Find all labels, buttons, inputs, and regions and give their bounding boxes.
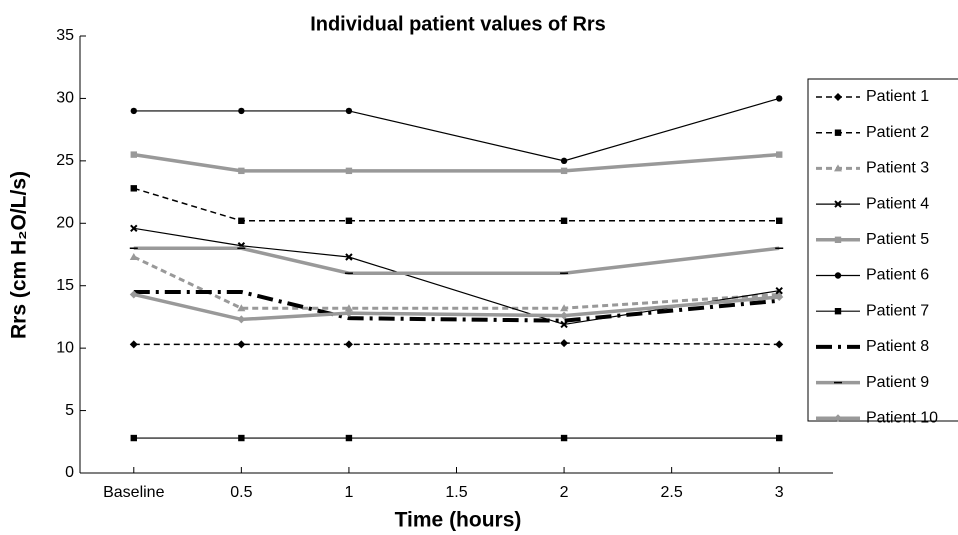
marker [238,107,245,115]
marker [345,167,353,175]
marker [560,311,569,320]
series-line [133,246,780,275]
legend-marker [834,164,842,172]
series-line [133,187,780,222]
x-tick-label: 1 [344,484,353,501]
marker [238,217,245,224]
legend-label: Patient 3 [866,160,929,177]
x-tick-label: Baseline [103,484,164,501]
y-tick-label: 25 [56,152,74,169]
series-line [133,255,780,310]
marker [775,292,784,301]
marker [238,434,245,442]
marker [129,290,138,299]
x-tick-label: 0.5 [230,484,252,501]
marker [560,157,568,165]
legend-label: Patient 5 [866,231,929,248]
y-tick-label: 0 [65,464,74,481]
y-tick-label: 35 [56,27,74,44]
marker [130,185,137,192]
marker [129,252,138,260]
legend-marker [834,272,842,279]
marker [130,107,137,115]
legend-label: Patient 1 [866,88,929,105]
x-axis-title: Time (hours) [395,509,522,532]
marker [345,217,353,224]
marker [560,217,568,224]
legend-label: Patient 7 [866,302,929,319]
marker [776,95,783,102]
legend-label: Patient 4 [866,195,929,212]
marker [560,434,568,442]
marker [237,340,246,349]
marker [130,151,137,158]
legend-label: Patient 9 [866,374,929,391]
marker [130,224,138,232]
x-tick-label: 3 [775,484,784,501]
y-tick-label: 20 [56,215,74,232]
legend-marker [834,308,842,315]
y-tick-label: 15 [56,277,74,294]
chart-title: Individual patient values of Rrs [310,13,606,35]
y-tick-label: 5 [65,402,74,419]
y-axis-title: Rrs (cm H₂O/L/s) [8,171,31,339]
legend-label: Patient 2 [866,124,929,141]
legend-marker [834,414,842,423]
legend-label: Patient 6 [866,267,929,284]
marker [776,434,783,442]
marker [345,434,353,442]
marker [776,217,783,224]
legend-marker [834,200,842,208]
legend-marker [834,236,842,243]
x-tick-label: 2 [560,484,569,501]
marker [344,309,353,318]
marker [560,167,568,175]
marker [345,253,353,261]
y-tick-label: 30 [56,90,74,107]
x-tick-label: 1.5 [445,484,467,501]
marker [344,340,353,349]
marker [775,287,783,295]
x-tick-label: 2.5 [661,484,683,501]
marker [344,304,353,312]
marker [237,315,246,324]
legend-box [807,78,958,422]
series-line [133,342,780,346]
marker [775,340,784,349]
marker [776,151,783,158]
legend-marker [834,93,842,101]
legend-label: Patient 8 [866,338,929,355]
marker [129,340,138,349]
legend-marker [834,129,842,136]
marker [237,304,246,312]
marker [345,107,353,115]
y-tick-label: 10 [56,339,74,356]
marker [560,339,569,348]
marker [238,167,245,175]
series-line [133,152,780,173]
legend-label: Patient 10 [866,410,938,427]
series-line [133,289,780,323]
marker [560,304,569,312]
series-line [133,227,780,326]
series-line [133,97,780,162]
marker [130,434,137,442]
